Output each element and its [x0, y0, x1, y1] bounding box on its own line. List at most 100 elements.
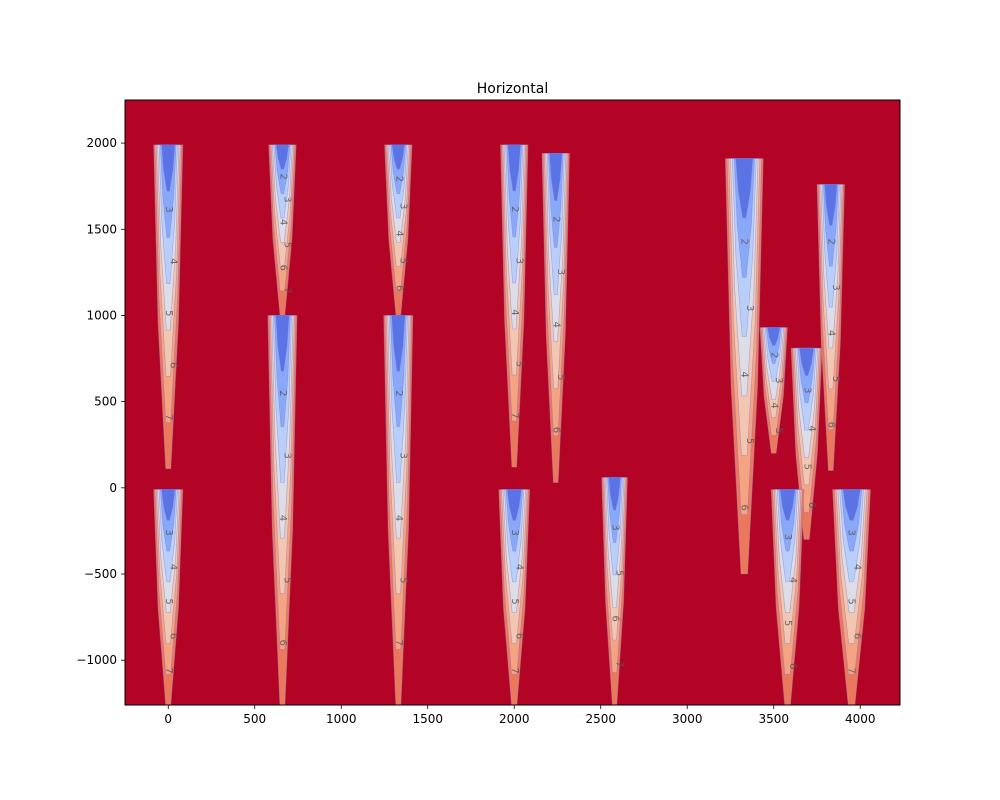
plume: 2 3 4 5 — [759, 327, 788, 454]
contour-label: 6 — [277, 639, 288, 645]
plume: 2 3 4 5 7 — [383, 315, 414, 705]
contour-label: 3 — [782, 534, 793, 540]
plume: 3 4 5 6 7 — [153, 144, 184, 470]
contour-level-1 — [799, 347, 814, 376]
contour-label: 5 — [846, 598, 857, 604]
contour-label: 2 — [509, 206, 520, 212]
contour-label: 3 — [801, 387, 812, 393]
contour-label: 2 — [277, 173, 288, 179]
contour-label: 6 — [738, 504, 749, 510]
contour-label: 5 — [614, 570, 625, 576]
contour-label: 7 — [281, 287, 292, 293]
contour-level-1 — [779, 489, 796, 521]
contour-label: 4 — [277, 515, 288, 521]
contour-level-1 — [735, 158, 754, 219]
contour-label: 6 — [551, 427, 562, 433]
y-tick-label: 500 — [94, 395, 117, 409]
y-axis: −1000 −500 0 500 1000 1500 2000 — [76, 136, 125, 667]
contour-level-1 — [507, 144, 521, 192]
contour-label: 5 — [398, 577, 409, 583]
contour-label: 5 — [830, 376, 841, 382]
contour-label: 5 — [397, 258, 408, 264]
contour-label: 6 — [610, 615, 621, 621]
contour-label: 2 — [277, 390, 288, 396]
x-tick-label: 500 — [243, 712, 266, 726]
contour-label: 5 — [801, 464, 812, 470]
contour-label: 3 — [513, 258, 524, 264]
contour-label: 3 — [398, 453, 409, 459]
contour-label: 3 — [555, 269, 566, 275]
contour-label: 4 — [738, 371, 749, 377]
plume: 3 4 5 6 — [790, 347, 823, 540]
plume: 2 3 4 5 6 — [541, 153, 570, 483]
contour-label: 6 — [514, 633, 525, 639]
contour-label: 7 — [509, 412, 520, 418]
contour-label: 4 — [514, 564, 525, 570]
contour-label: 7 — [846, 667, 857, 673]
contour-label: 2 — [769, 352, 780, 358]
contour-label: 5 — [782, 620, 793, 626]
contour-level-1 — [608, 477, 621, 511]
contour-label: 6 — [787, 663, 798, 669]
plume: 2 3 4 5 6 — [816, 184, 845, 471]
contour-label: 3 — [282, 453, 293, 459]
contour-label: 2 — [393, 390, 404, 396]
contour-label: 3 — [830, 284, 841, 290]
contour-label: 4 — [826, 330, 837, 336]
x-tick-label: 4000 — [845, 712, 876, 726]
contour-label: 3 — [281, 196, 292, 202]
plume: 2 3 4 5 7 — [500, 144, 529, 468]
contour-label: 4 — [509, 309, 520, 315]
contour-label: 3 — [846, 529, 857, 535]
y-tick-label: 0 — [109, 481, 117, 495]
contour-label: 4 — [851, 564, 862, 570]
contour-label: 2 — [738, 238, 749, 244]
contour-label: 7 — [509, 667, 520, 673]
contour-level-1 — [767, 327, 781, 346]
contour-label: 4 — [393, 515, 404, 521]
chart-title: Horizontal — [477, 81, 548, 97]
contour-label: 6 — [277, 264, 288, 270]
contour-label: 6 — [167, 633, 178, 639]
plume: 3 4 5 6 7 — [498, 489, 531, 705]
contour-label: 7 — [163, 667, 174, 673]
contour-level-1 — [275, 315, 290, 372]
y-tick-label: 1500 — [86, 222, 117, 236]
y-tick-label: −500 — [84, 567, 117, 581]
contour-label: 2 — [826, 238, 837, 244]
contour-plumes: 3 4 5 6 7 2 3 4 5 6 7 2 3 4 5 6 2 3 4 5 7 2 3 4 5 6 2 3 4 5 6 2 3 4 5 6 2 3 4 5… — [153, 144, 871, 705]
contour-label: 3 — [610, 524, 621, 530]
contour-label: 6 — [393, 285, 404, 291]
contour-label: 5 — [509, 598, 520, 604]
y-tick-label: 1000 — [86, 308, 117, 322]
contour-label: 2 — [551, 216, 562, 222]
contour-level-1 — [549, 153, 563, 201]
y-tick-label: −1000 — [76, 653, 117, 667]
contour-label: 4 — [167, 564, 178, 570]
contour-label: 3 — [509, 529, 520, 535]
x-tick-label: 3000 — [672, 712, 703, 726]
plume: 3 4 5 6 7 — [153, 489, 184, 705]
contour-label: 4 — [787, 577, 798, 583]
contour-label: 6 — [851, 633, 862, 639]
contour-label: 6 — [806, 502, 817, 508]
y-tick-label: 2000 — [86, 136, 117, 150]
contour-label: 5 — [163, 598, 174, 604]
x-tick-label: 2000 — [499, 712, 530, 726]
contour-label: 5 — [744, 438, 755, 444]
x-tick-label: 3500 — [758, 712, 789, 726]
contour-label: 5 — [281, 242, 292, 248]
x-tick-label: 0 — [164, 712, 172, 726]
contour-label: 6 — [826, 422, 837, 428]
plume: 3 4 5 6 7 — [832, 489, 871, 705]
contour-label: 7 — [614, 661, 625, 667]
plot-frame — [124, 99, 901, 706]
x-tick-label: 2500 — [585, 712, 616, 726]
plume: 2 3 4 5 6 7 — [268, 144, 297, 316]
contour-label: 4 — [769, 402, 780, 408]
contour-label: 5 — [513, 361, 524, 367]
contour-label: 4 — [806, 425, 817, 431]
contour-level-1 — [391, 315, 406, 372]
plume: 2 3 4 5 6 — [724, 158, 764, 575]
